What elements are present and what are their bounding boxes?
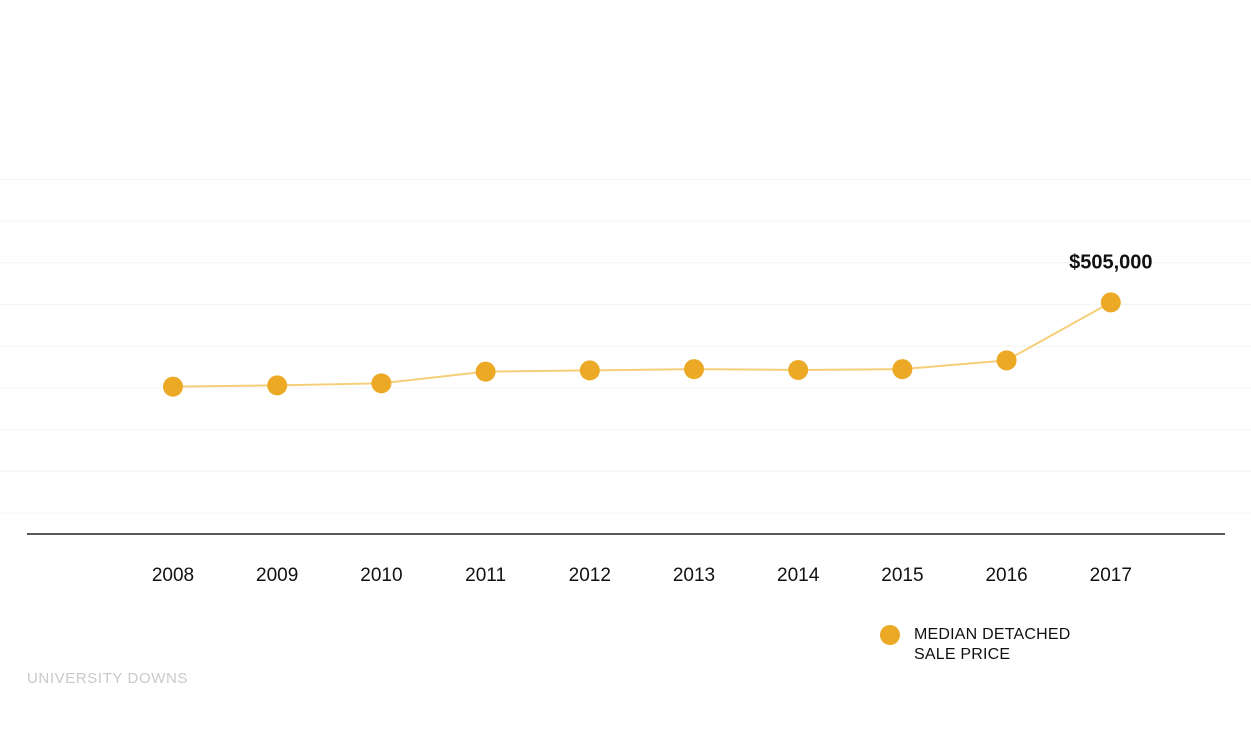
data-point xyxy=(788,359,809,380)
x-tick-label: 2011 xyxy=(465,565,506,586)
data-point xyxy=(163,376,183,397)
data-point xyxy=(371,373,392,394)
data-point xyxy=(684,359,704,380)
legend-label-line2: SALE PRICE xyxy=(914,646,1011,663)
x-tick-label: 2013 xyxy=(673,565,715,586)
legend-marker-icon xyxy=(880,625,900,645)
legend-label-line1: MEDIAN DETACHED xyxy=(914,626,1071,643)
footer-label: UNIVERSITY DOWNS xyxy=(27,670,189,687)
x-tick-label: 2009 xyxy=(256,565,298,586)
x-tick-label: 2016 xyxy=(985,565,1027,586)
data-point xyxy=(267,375,288,396)
data-point xyxy=(996,350,1017,371)
data-point xyxy=(475,361,496,382)
x-tick-label: 2015 xyxy=(881,565,923,586)
x-tick-label: 2012 xyxy=(569,565,611,586)
x-tick-label: 2008 xyxy=(152,565,194,586)
x-tick-label: 2014 xyxy=(777,565,820,586)
data-point xyxy=(1100,292,1121,313)
x-tick-label: 2017 xyxy=(1090,565,1132,586)
series-line xyxy=(172,301,1112,388)
data-label: $505,000 xyxy=(1069,251,1152,273)
data-point xyxy=(892,359,913,380)
data-point xyxy=(579,360,600,381)
legend: MEDIAN DETACHED SALE PRICE xyxy=(880,625,1094,665)
legend-label: MEDIAN DETACHED SALE PRICE xyxy=(914,625,1094,665)
x-tick-label: 2010 xyxy=(360,565,402,586)
